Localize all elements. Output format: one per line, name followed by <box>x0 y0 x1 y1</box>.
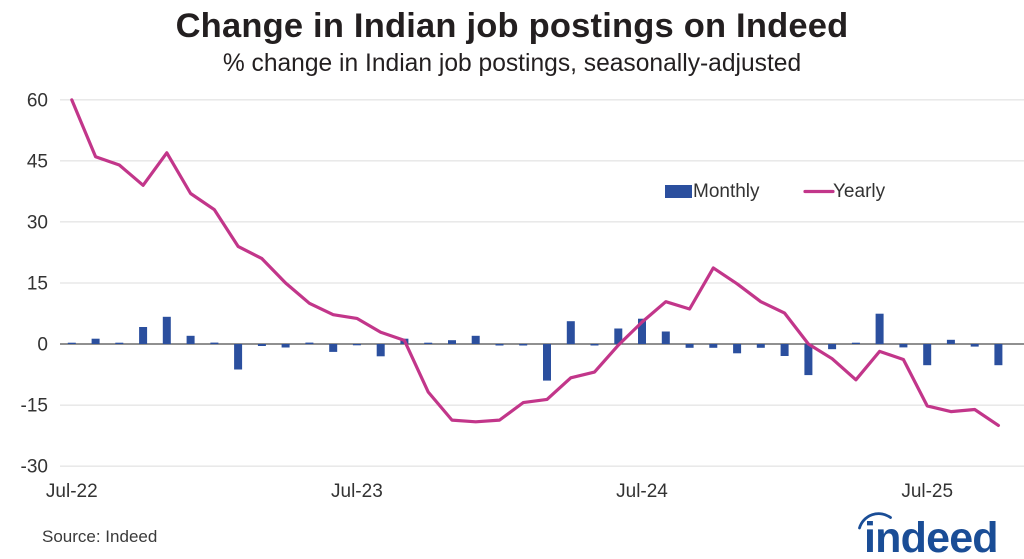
svg-text:Jul-23: Jul-23 <box>331 481 383 502</box>
svg-text:Monthly: Monthly <box>693 181 760 202</box>
svg-text:Yearly: Yearly <box>833 181 886 202</box>
svg-text:15: 15 <box>27 274 48 295</box>
svg-text:0: 0 <box>37 335 48 356</box>
svg-text:Jul-22: Jul-22 <box>46 481 98 502</box>
svg-text:Jul-24: Jul-24 <box>616 481 668 502</box>
svg-text:-30: -30 <box>21 457 48 478</box>
svg-text:-15: -15 <box>21 396 48 417</box>
svg-text:30: 30 <box>27 212 48 233</box>
svg-text:60: 60 <box>27 90 48 111</box>
svg-text:Jul-25: Jul-25 <box>901 481 953 502</box>
svg-text:45: 45 <box>27 151 48 172</box>
svg-text:indeed: indeed <box>864 514 998 559</box>
